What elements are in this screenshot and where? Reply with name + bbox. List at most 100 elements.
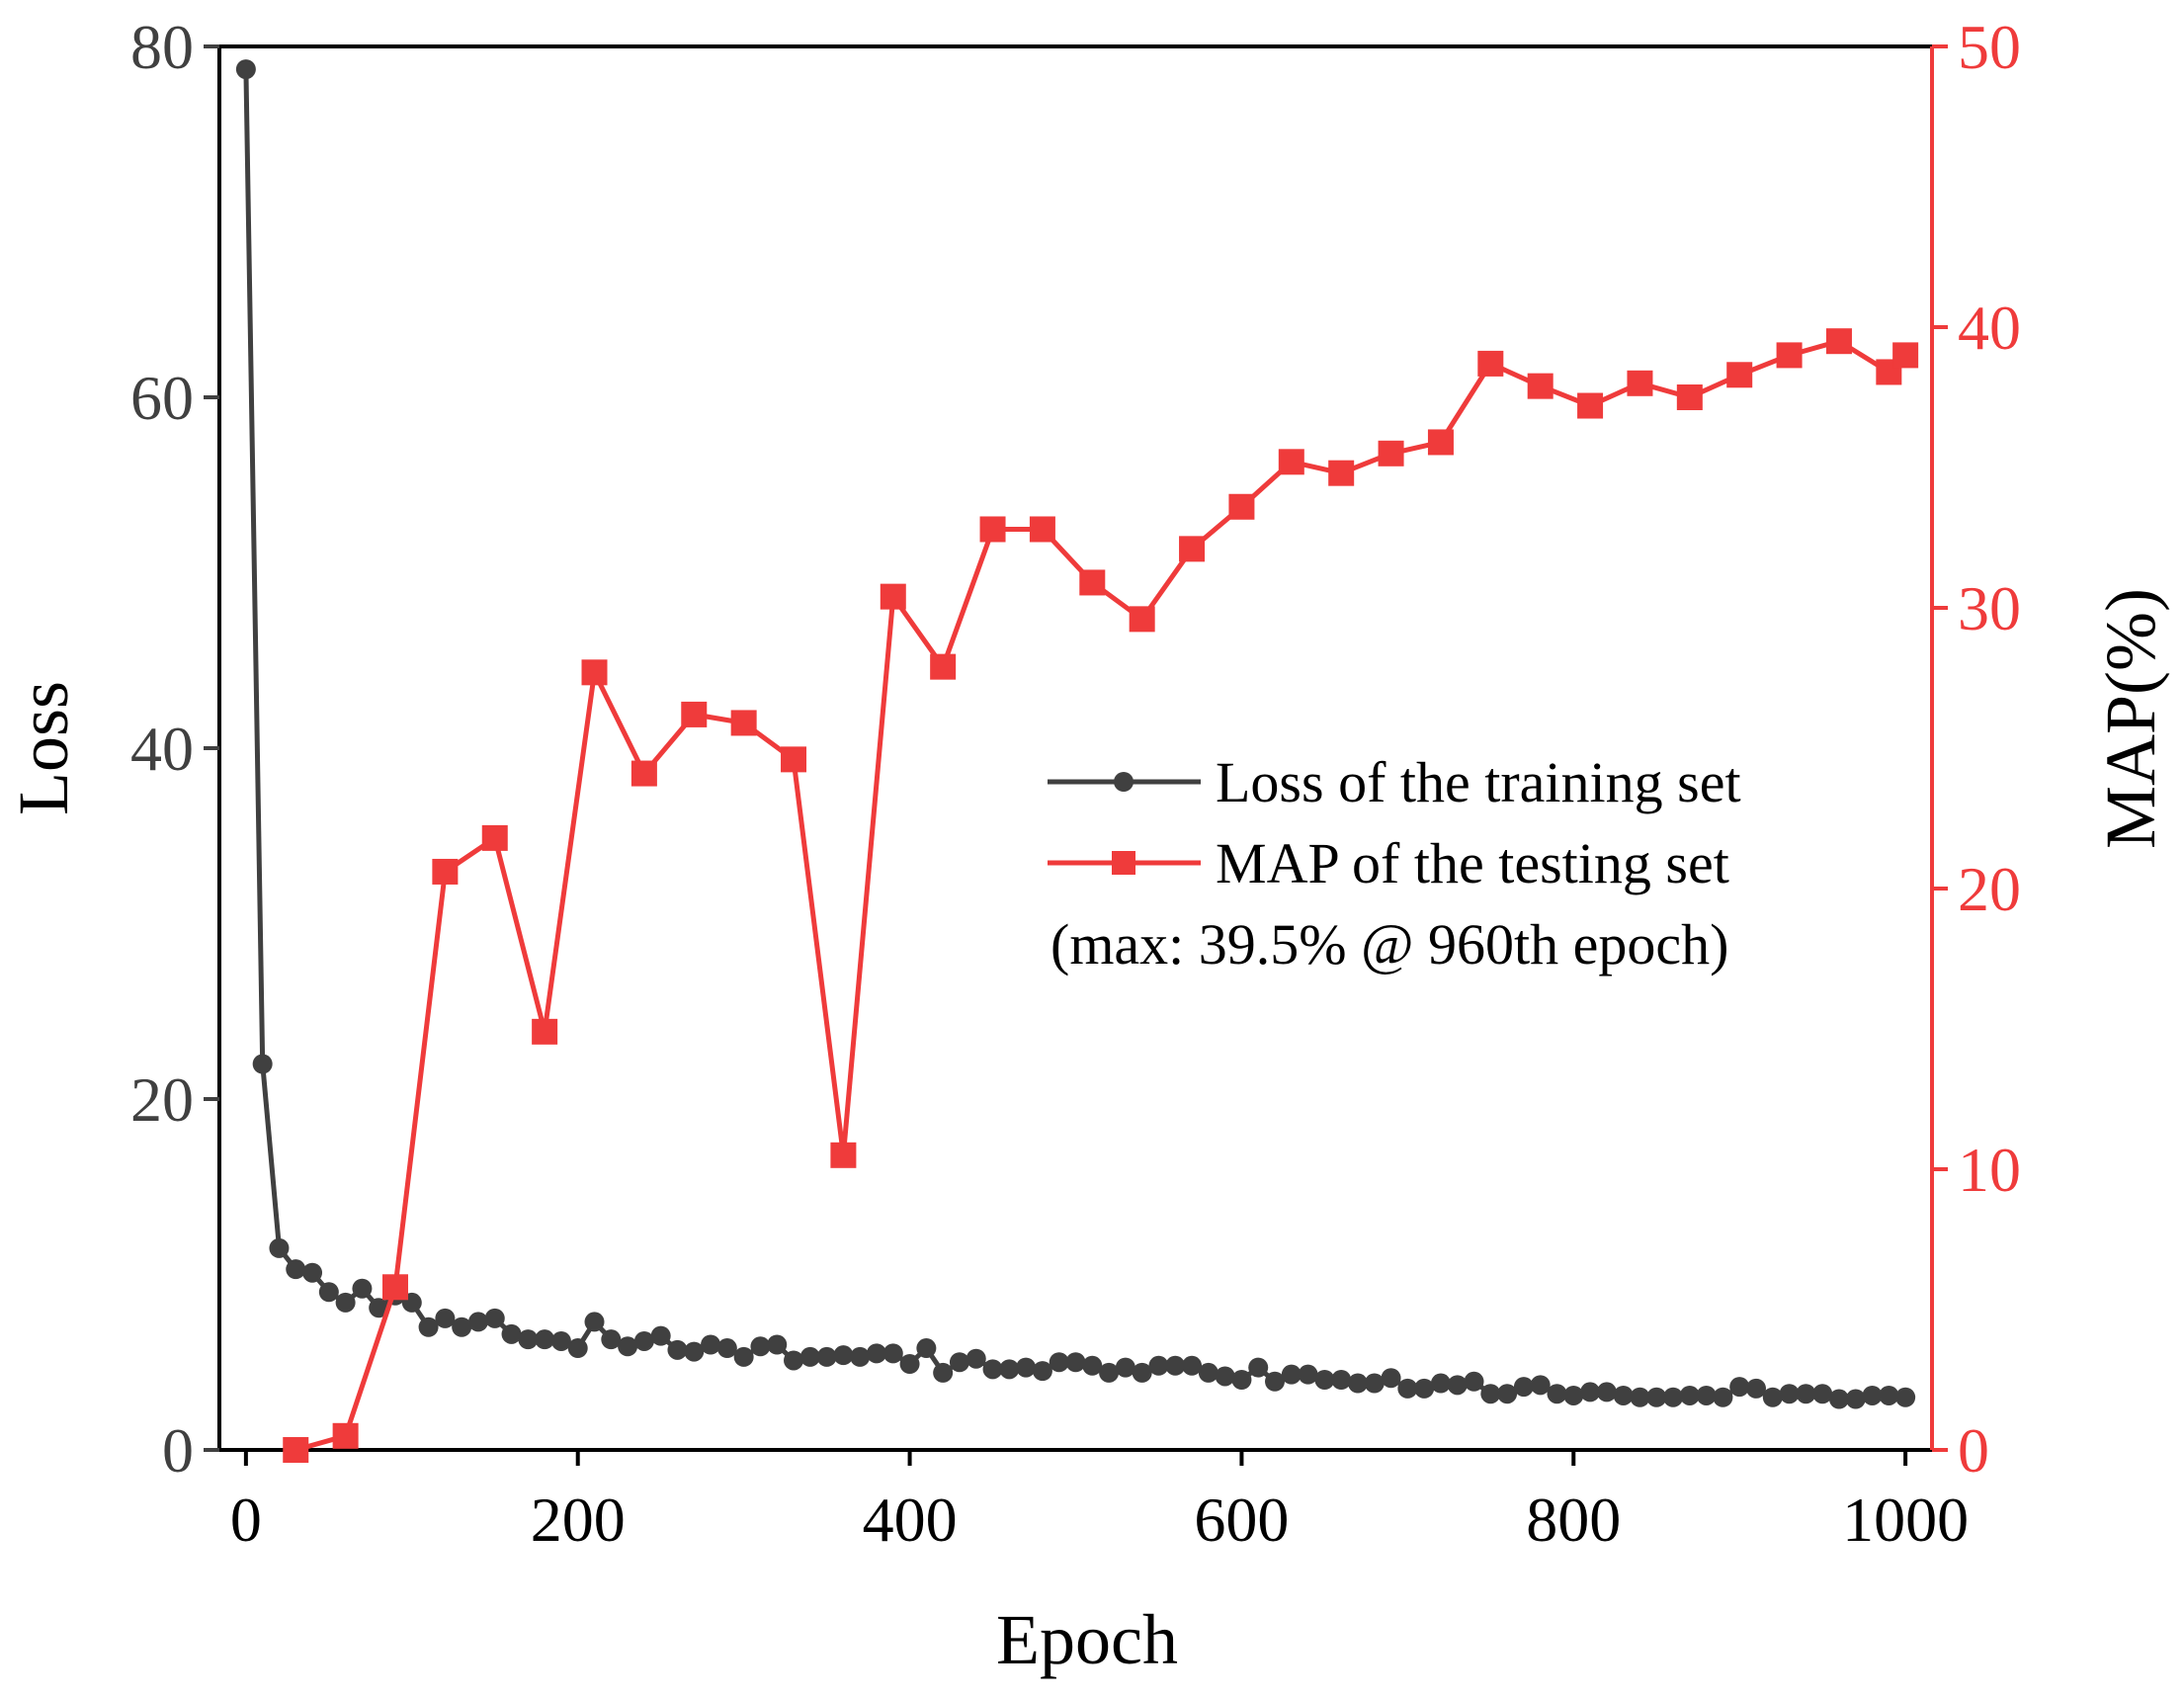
legend-loss-marker bbox=[1114, 772, 1134, 792]
map-data-point bbox=[1278, 449, 1304, 475]
map-data-point bbox=[1726, 362, 1753, 388]
map-data-point bbox=[781, 746, 807, 773]
left-y-tick-label: 60 bbox=[130, 363, 194, 433]
loss-data-point bbox=[1779, 1384, 1800, 1404]
loss-data-point bbox=[1099, 1362, 1120, 1383]
loss-data-point bbox=[1596, 1382, 1617, 1402]
map-data-point bbox=[581, 659, 608, 686]
loss-data-point bbox=[1148, 1355, 1169, 1376]
loss-data-point bbox=[1364, 1373, 1385, 1394]
loss-data-point bbox=[882, 1343, 903, 1364]
loss-data-point bbox=[1745, 1378, 1766, 1399]
loss-data-point bbox=[1497, 1384, 1518, 1404]
loss-data-point bbox=[286, 1259, 306, 1280]
loss-data-point bbox=[302, 1262, 323, 1283]
loss-data-point bbox=[1762, 1387, 1783, 1407]
map-series-line bbox=[294, 338, 1907, 1453]
loss-data-point bbox=[1049, 1352, 1069, 1373]
map-data-point bbox=[630, 760, 657, 787]
x-tick-label: 200 bbox=[531, 1485, 626, 1555]
loss-data-point bbox=[916, 1338, 937, 1359]
loss-data-point bbox=[335, 1292, 356, 1313]
x-axis-title: Epoch bbox=[996, 1600, 1178, 1679]
loss-data-point bbox=[1679, 1385, 1700, 1405]
map-data-point bbox=[1427, 429, 1454, 456]
loss-data-point bbox=[999, 1359, 1020, 1380]
loss-data-point bbox=[949, 1352, 969, 1373]
loss-data-point bbox=[1231, 1370, 1252, 1390]
map-data-point bbox=[1477, 350, 1504, 377]
right-y-tick-label: 40 bbox=[1958, 293, 2021, 363]
map-data-point bbox=[1527, 373, 1554, 399]
loss-data-point bbox=[1796, 1384, 1816, 1404]
loss-data-point bbox=[1547, 1384, 1567, 1404]
loss-data-point bbox=[1447, 1375, 1468, 1396]
loss-data-point bbox=[1347, 1373, 1368, 1394]
loss-data-point bbox=[966, 1348, 986, 1369]
left-y-tick-label: 40 bbox=[130, 714, 194, 784]
loss-data-point bbox=[1480, 1384, 1501, 1404]
map-data-point bbox=[1577, 392, 1604, 419]
map-data-point bbox=[1776, 342, 1803, 369]
legend-map-marker bbox=[1112, 851, 1135, 875]
loss-data-point bbox=[1182, 1355, 1203, 1376]
right-y-axis-title: MAP(%) bbox=[2091, 588, 2170, 849]
loss-data-point bbox=[1646, 1387, 1667, 1407]
right-y-axis-ticks: 0 10 20 30 40 50 bbox=[1932, 12, 2021, 1486]
right-y-tick-label: 10 bbox=[1958, 1135, 2021, 1205]
loss-data-point bbox=[1298, 1364, 1318, 1385]
loss-data-point bbox=[584, 1312, 605, 1332]
loss-data-point bbox=[650, 1325, 671, 1346]
loss-data-point bbox=[899, 1354, 920, 1375]
loss-data-point bbox=[933, 1362, 954, 1383]
loss-data-point bbox=[1696, 1385, 1717, 1405]
loss-data-point bbox=[501, 1323, 522, 1344]
loss-data-point bbox=[1032, 1361, 1052, 1382]
loss-data-point bbox=[1414, 1378, 1435, 1399]
loss-data-point bbox=[866, 1343, 886, 1364]
loss-data-point bbox=[1879, 1385, 1899, 1405]
left-y-tick-label: 80 bbox=[130, 12, 194, 82]
map-data-point bbox=[979, 516, 1006, 543]
loss-data-point bbox=[850, 1346, 871, 1367]
legend-map-label: MAP of the testing set bbox=[1216, 831, 1729, 895]
loss-data-point bbox=[1828, 1389, 1849, 1409]
loss-data-point bbox=[1331, 1370, 1352, 1390]
map-data-point bbox=[1228, 493, 1255, 520]
loss-data-point bbox=[833, 1345, 854, 1366]
map-data-point bbox=[880, 583, 906, 610]
loss-data-point bbox=[1065, 1352, 1086, 1373]
right-y-tick-label: 50 bbox=[1958, 12, 2021, 82]
left-y-tick-label: 20 bbox=[130, 1064, 194, 1135]
map-data-point bbox=[830, 1142, 857, 1168]
loss-data-point bbox=[1314, 1370, 1335, 1390]
right-y-tick-label: 20 bbox=[1958, 854, 2021, 924]
loss-data-point bbox=[1729, 1377, 1750, 1398]
loss-data-point bbox=[1845, 1389, 1866, 1409]
loss-data-point bbox=[1281, 1364, 1302, 1385]
loss-data-point bbox=[1115, 1357, 1135, 1378]
x-tick-label: 600 bbox=[1194, 1485, 1289, 1555]
right-y-tick-label: 0 bbox=[1958, 1415, 1989, 1486]
loss-data-point bbox=[701, 1334, 721, 1355]
map-data-point bbox=[930, 653, 957, 680]
loss-data-point bbox=[1630, 1387, 1650, 1407]
loss-data-point bbox=[1430, 1373, 1451, 1394]
loss-data-point bbox=[318, 1282, 339, 1303]
x-tick-label: 800 bbox=[1526, 1485, 1621, 1555]
loss-data-point bbox=[716, 1338, 737, 1359]
loss-data-point bbox=[467, 1312, 488, 1332]
loss-data-point bbox=[1198, 1362, 1218, 1383]
legend: Loss of the training set MAP of the test… bbox=[1048, 750, 1741, 977]
loss-data-point bbox=[767, 1334, 788, 1355]
loss-data-point bbox=[799, 1346, 820, 1367]
loss-data-point bbox=[816, 1346, 837, 1367]
map-data-point bbox=[730, 710, 757, 736]
loss-data-point bbox=[1381, 1368, 1401, 1389]
loss-data-point bbox=[550, 1330, 571, 1351]
map-data-point bbox=[382, 1274, 409, 1301]
loss-data-point bbox=[684, 1341, 705, 1362]
loss-data-point bbox=[535, 1329, 555, 1350]
loss-data-point bbox=[1613, 1385, 1634, 1405]
